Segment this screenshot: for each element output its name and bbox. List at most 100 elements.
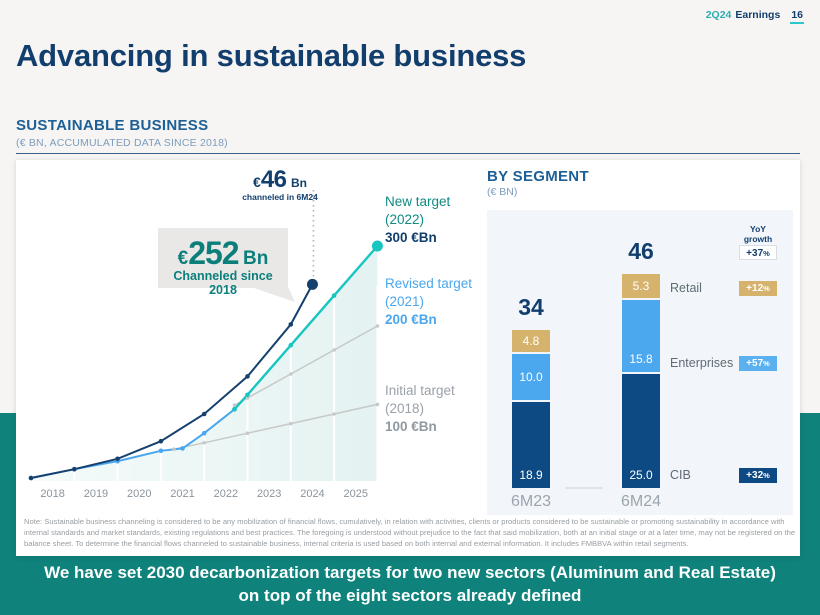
bar-segment-cib: 18.9 <box>512 401 550 488</box>
series-line-0 <box>30 283 314 479</box>
category-label-6M24: 6M24 <box>620 493 662 510</box>
bar-segment-value: 18.9 <box>519 467 543 482</box>
yoy-line1: YoY <box>750 224 766 234</box>
bar-segment-cib: 25.0 <box>622 373 660 488</box>
data-point <box>180 446 185 451</box>
section-subtitle: (€ BN, ACCUMULATED DATA SINCE 2018) <box>16 137 228 149</box>
yoy-badge-cib: +32% <box>739 468 777 483</box>
data-point <box>245 392 250 398</box>
stacked-bar-6M23: 4.8 10.0 18.9 <box>512 330 550 488</box>
baseline-divider <box>565 487 603 489</box>
bar-total-6M24: 46 <box>628 237 654 264</box>
data-point <box>232 403 237 407</box>
data-point <box>306 278 318 290</box>
yoy-badge-enterprises: +57% <box>739 356 777 371</box>
data-point <box>202 441 206 445</box>
x-axis-label: 2021 <box>170 488 194 500</box>
data-point <box>201 411 207 417</box>
annotation-46bn: €46 Bn channeled in 6M24 <box>220 166 340 202</box>
earnings-label: Earnings <box>735 9 781 21</box>
banner-message: We have set 2030 decarbonization targets… <box>0 562 820 607</box>
x-axis-label: 2024 <box>300 488 324 500</box>
label-revised-target: Revised target (2021) 200 €Bn <box>385 275 495 329</box>
annotation-46-unit: Bn <box>290 176 307 190</box>
data-point <box>332 412 336 416</box>
data-point <box>331 293 337 298</box>
bar-segment-value: 15.8 <box>629 351 653 366</box>
data-point <box>245 431 250 436</box>
data-point <box>115 456 120 462</box>
page-title-regular: Advancing in <box>16 38 217 73</box>
data-point <box>158 448 164 454</box>
bar-segment-enterprises: 15.8 <box>622 299 660 372</box>
bar-segment-value: 4.8 <box>522 334 540 349</box>
revised-target-amount: 200 €Bn <box>385 312 437 327</box>
segment-name-cib: CIB <box>670 468 691 482</box>
page-title: Advancing in sustainable business <box>16 38 526 74</box>
banner-line1: We have set 2030 decarbonization targets… <box>44 563 776 582</box>
bar-total-6M23: 34 <box>518 294 544 321</box>
yoy-line2: growth <box>743 234 773 244</box>
data-point <box>72 466 77 472</box>
initial-target-name: Initial target <box>385 383 455 398</box>
section-header: SUSTAINABLE BUSINESS (€ BN, ACCUMULATED … <box>16 117 228 149</box>
yoy-total-value: +37 <box>746 248 764 259</box>
data-point <box>375 402 380 407</box>
data-point <box>375 324 380 328</box>
x-axis-label: 2018 <box>40 488 64 500</box>
data-point <box>232 406 237 412</box>
yoy-value: +57 <box>746 358 764 369</box>
series-line-4 <box>173 403 378 450</box>
new-target-name: New target <box>385 194 451 209</box>
data-point <box>28 475 34 481</box>
data-point <box>332 348 336 352</box>
data-point <box>288 342 294 348</box>
segment-chart-title: BY SEGMENT <box>487 168 589 185</box>
x-axis-label: 2025 <box>344 488 368 500</box>
annotation-46-value: 46 <box>260 166 287 193</box>
data-point <box>288 322 294 327</box>
data-point <box>245 396 250 400</box>
page-number: 16 <box>790 9 804 24</box>
label-new-target: New target (2022) 300 €Bn <box>385 193 495 247</box>
quarter-label: 2Q24 <box>705 9 732 21</box>
initial-target-year: (2018) <box>385 401 425 416</box>
section-title: SUSTAINABLE BUSINESS <box>16 117 209 134</box>
slide-header: 2Q24 Earnings 16 <box>705 9 804 24</box>
x-axis-label: 2020 <box>127 488 151 500</box>
content-card: 2018 2019 2020 2021 2022 2023 2024 2025 €46 Bn … <box>16 160 800 556</box>
data-point <box>289 421 293 426</box>
annotation-46-caption: channeled in 6M24 <box>242 192 318 202</box>
callout-caption: Channeled since 2018 <box>173 269 273 297</box>
percent-sign: % <box>763 284 770 293</box>
bar-segment-value: 10.0 <box>519 369 543 384</box>
callout-unit: Bn <box>243 248 269 269</box>
x-axis-label: 2019 <box>84 488 108 500</box>
yoy-total-badge: +37% <box>739 245 777 260</box>
data-point <box>158 438 164 444</box>
segment-name-retail: Retail <box>670 281 702 295</box>
banner-line2: on top of the eight sectors already defi… <box>238 585 582 605</box>
percent-sign: % <box>763 359 770 368</box>
bar-segment-value: 25.0 <box>629 467 653 482</box>
data-point <box>172 447 176 452</box>
new-target-year: (2022) <box>385 212 425 227</box>
callout-value: 252 <box>188 235 239 271</box>
percent-sign: % <box>763 471 770 480</box>
bar-segment-enterprises: 10.0 <box>512 354 550 400</box>
segment-name-enterprises: Enterprises <box>670 356 734 370</box>
line-chart: 2018 2019 2020 2021 2022 2023 2024 2025 <box>28 190 383 500</box>
data-point <box>245 374 250 379</box>
footnote: Note: Sustainable business channeling is… <box>24 517 796 548</box>
page-title-bold: sustainable business <box>216 38 527 73</box>
revised-target-name: Revised target <box>385 276 473 291</box>
segment-chart-panel: YoY growth +37% 4.8 10.0 18.9 34 6M23 5.3 15.8… <box>487 210 793 515</box>
initial-target-amount: 100 €Bn <box>385 419 437 434</box>
yoy-value: +32 <box>746 470 764 481</box>
section-divider <box>16 153 800 154</box>
euro-sign: € <box>177 248 189 269</box>
data-point <box>201 430 207 436</box>
x-axis-label: 2023 <box>257 488 281 500</box>
new-target-amount: 300 €Bn <box>385 230 437 245</box>
